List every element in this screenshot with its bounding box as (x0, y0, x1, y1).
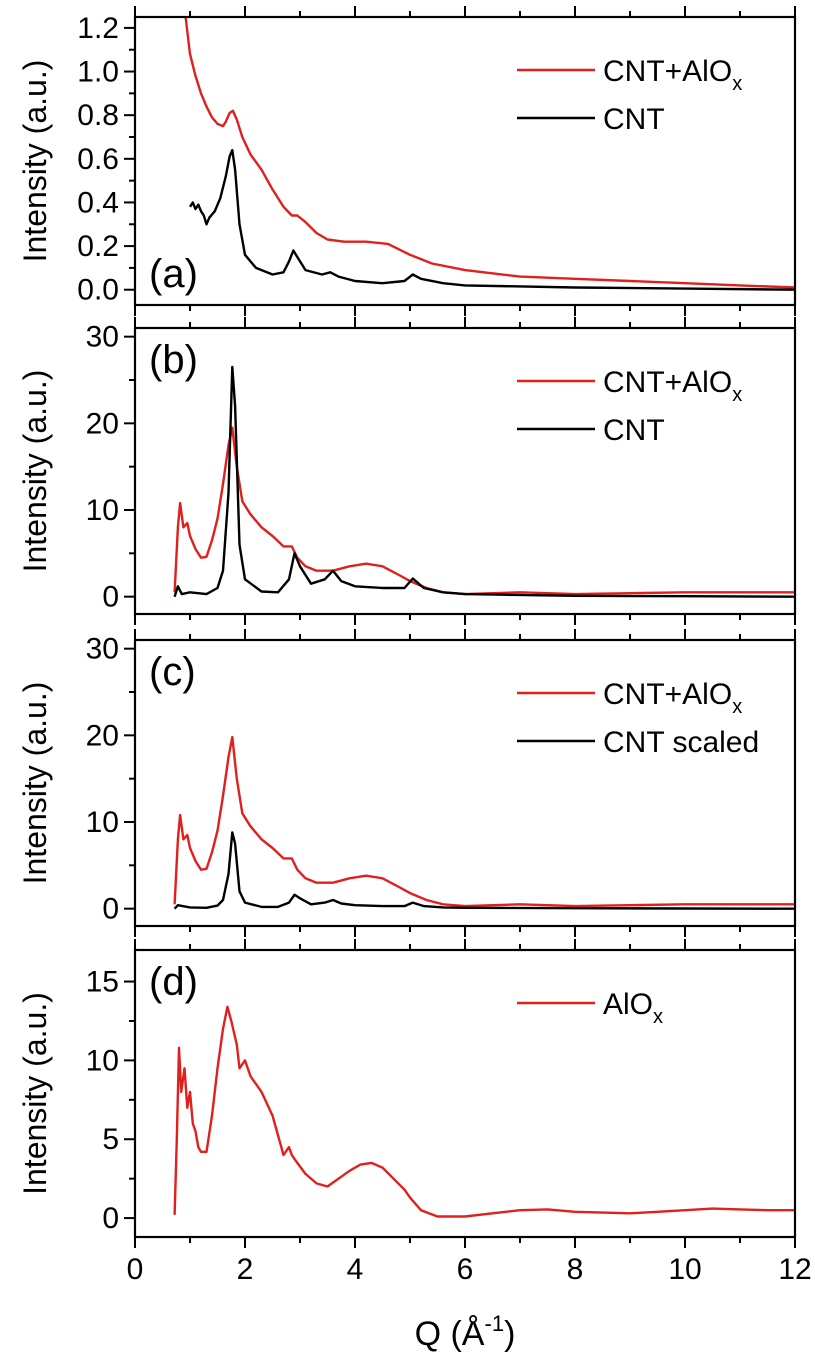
y-axis-label: Intensity (a.u.) (17, 682, 53, 885)
panel-1: 0.0 0.2 0.4 0.6 0.8 1.0 1.2 (a) Intensity (a.u.)… (17, 6, 797, 316)
legend-label: CNT+AlOx (603, 678, 742, 718)
series-line-1 (173, 735, 795, 908)
y-tick-label: 0 (102, 893, 119, 926)
x-tick-label: 4 (347, 1253, 364, 1286)
legend-label-subscript: x (732, 696, 742, 718)
y-tick-label: 0.4 (77, 186, 119, 219)
legend-label-subscript: x (653, 1006, 663, 1028)
y-tick-label: 0 (102, 581, 119, 614)
y-axis-label: Intensity (a.u.) (17, 60, 53, 263)
plot-frame (133, 326, 797, 616)
legend-label-subscript: x (732, 73, 742, 95)
x-axis-label-end: ) (504, 1315, 515, 1353)
y-tick-label: 10 (86, 1044, 119, 1077)
series-line-2 (173, 831, 795, 910)
legend-label: CNT (603, 103, 665, 136)
x-tick-label: 8 (567, 1253, 584, 1286)
panel-4: 0 5 10 15 (d) Intensity (a.u.) AlOx 0 2 4 6 8 10 12 Q … (17, 939, 812, 1353)
panel-label: (c) (149, 650, 196, 694)
y-tick-label: 0.6 (77, 143, 119, 176)
series-line-1 (173, 426, 795, 596)
panel-2: 0 10 20 30 (b) Intensity (a.u.) CNT+AlOx CNT (17, 317, 797, 625)
series-line-1 (173, 1005, 795, 1218)
x-tick-label: 0 (127, 1253, 144, 1286)
legend-label: CNT scaled (603, 726, 759, 759)
y-tick-label: 10 (86, 806, 119, 839)
y-axis-label: Intensity (a.u.) (17, 992, 53, 1195)
y-tick-label: 1.2 (77, 12, 119, 45)
x-tick-label: 6 (457, 1253, 474, 1286)
x-axis-label-superscript: -1 (485, 1311, 505, 1336)
y-tick-label: 15 (86, 966, 119, 999)
y-tick-label: 30 (86, 633, 119, 666)
plot-frame (133, 15, 797, 307)
legend-label: CNT+AlOx (603, 366, 742, 406)
legend-label: CNT (603, 414, 665, 447)
plot-frame (133, 638, 797, 928)
panel-label: (b) (149, 338, 198, 382)
x-axis-label: Q (Å-1) (415, 1311, 516, 1353)
panel-label: (d) (149, 960, 198, 1004)
panel-label: (a) (149, 252, 198, 296)
y-tick-label: 10 (86, 494, 119, 527)
legend-label: CNT+AlOx (603, 55, 742, 95)
series-line-1 (184, 17, 795, 289)
series-line-2 (173, 365, 795, 598)
x-tick-label: 10 (668, 1253, 701, 1286)
y-tick-label: 0 (102, 1202, 119, 1235)
y-tick-label: 30 (86, 321, 119, 354)
series-line-2 (188, 148, 795, 291)
y-tick-label: 20 (86, 719, 119, 752)
y-tick-label: 0.8 (77, 99, 119, 132)
panel-3: 0 10 20 30 (c) Intensity (a.u.) CNT+AlOx CNT sc… (17, 629, 797, 937)
y-tick-label: 20 (86, 407, 119, 440)
x-tick-label: 12 (778, 1253, 811, 1286)
legend-label-subscript: x (732, 384, 742, 406)
y-tick-label: 1.0 (77, 56, 119, 89)
plot-frame (133, 948, 797, 1239)
y-tick-label: 0.2 (77, 230, 119, 263)
y-tick-label: 5 (102, 1123, 119, 1156)
y-axis-label: Intensity (a.u.) (17, 370, 53, 573)
legend-label: AlOx (603, 988, 663, 1028)
y-tick-label: 0.0 (77, 274, 119, 307)
x-tick-label: 2 (237, 1253, 254, 1286)
